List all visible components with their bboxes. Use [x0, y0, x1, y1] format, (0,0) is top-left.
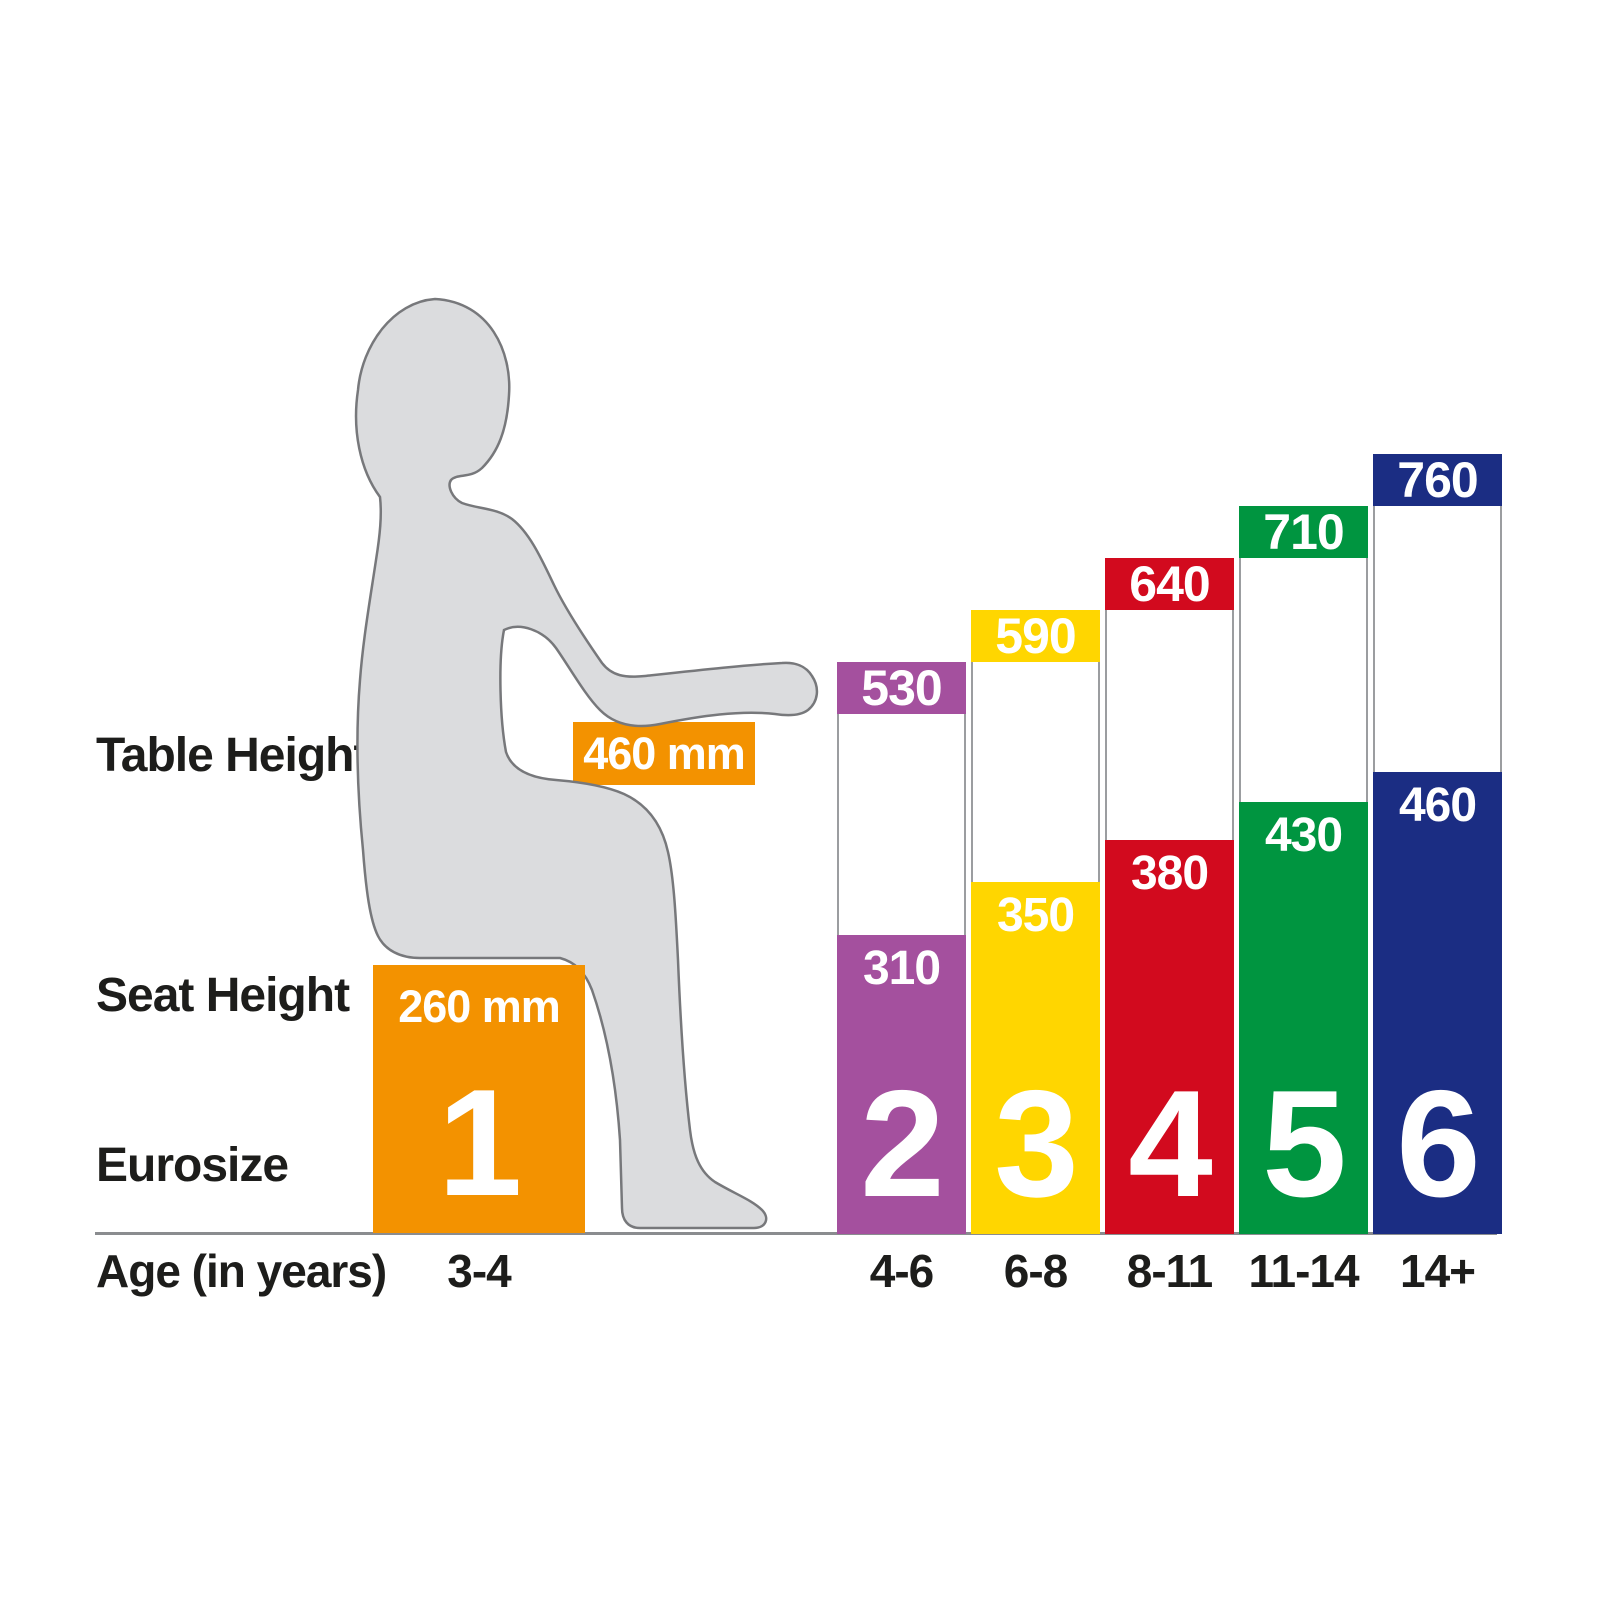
table-height-value: 760: [1397, 452, 1478, 508]
age-value: 14+: [1399, 1245, 1476, 1297]
seat-height-section: 430 5: [1239, 802, 1368, 1234]
table-height-value: 710: [1263, 504, 1344, 560]
eurosize-number: 5: [1262, 1059, 1347, 1229]
seat-height-value: 380: [1130, 847, 1209, 900]
age-value: 6-8: [1003, 1245, 1068, 1297]
age-axis-label: Age (in years): [96, 1245, 387, 1297]
seat-height-section: 350 3: [971, 882, 1100, 1234]
seat-height-value: 430: [1264, 809, 1343, 862]
seat-height-value: 350: [996, 889, 1075, 942]
table-height-cap: 640: [1105, 558, 1234, 610]
table-height-value: 590: [995, 608, 1076, 664]
table-height-value: 640: [1129, 556, 1210, 612]
table-height-reference-box: 460 mm: [573, 722, 755, 785]
seat-height-section: 310 2: [837, 935, 966, 1234]
eurosize-number: 6: [1396, 1059, 1481, 1229]
table-height-value: 530: [861, 660, 942, 716]
eurosize-label: Eurosize: [96, 1139, 289, 1192]
silhouette-shape: [354, 297, 819, 1230]
eurosize-number: 4: [1128, 1059, 1213, 1229]
table-height-cap: 710: [1239, 506, 1368, 558]
table-height-cap: 530: [837, 662, 966, 714]
eurosize-6-column: 760 460 6: [1373, 454, 1502, 1234]
age-value-ref: 3-4: [447, 1245, 511, 1297]
seat-height-value: 460: [1398, 779, 1477, 832]
eurosize-4-column: 640 380 4: [1105, 558, 1234, 1234]
table-height-cap: 590: [971, 610, 1100, 662]
table-height-cap: 760: [1373, 454, 1502, 506]
eurosize-number: 2: [860, 1059, 945, 1229]
table-height-value: 460 mm: [583, 728, 746, 779]
eurosize-3-column: 590 350 3: [971, 610, 1100, 1234]
seat-height-value: 310: [862, 942, 941, 995]
eurosize-5-column: 710 430 5: [1239, 506, 1368, 1234]
age-value: 4-6: [869, 1245, 934, 1297]
eurosize-1-number: 1: [437, 1058, 523, 1228]
column-middle: [1373, 506, 1502, 772]
table-height-label: Table Height: [96, 729, 369, 782]
eurosize-number: 3: [994, 1059, 1079, 1229]
eurosize-2-column: 530 310 2: [837, 662, 966, 1234]
seat-height-section: 380 4: [1105, 840, 1234, 1234]
column-middle: [1105, 610, 1234, 840]
column-middle: [1239, 558, 1368, 802]
seat-height-reference-box: 260 mm 1: [373, 965, 585, 1233]
age-value: 11-14: [1248, 1245, 1359, 1297]
seat-height-value: 260 mm: [398, 981, 561, 1032]
seat-height-section: 460 6: [1373, 772, 1502, 1234]
floor-baseline: [95, 1232, 1497, 1235]
column-middle: [971, 662, 1100, 882]
column-middle: [837, 714, 966, 935]
seat-height-label: Seat Height: [96, 969, 350, 1022]
age-value: 8-11: [1126, 1245, 1214, 1297]
